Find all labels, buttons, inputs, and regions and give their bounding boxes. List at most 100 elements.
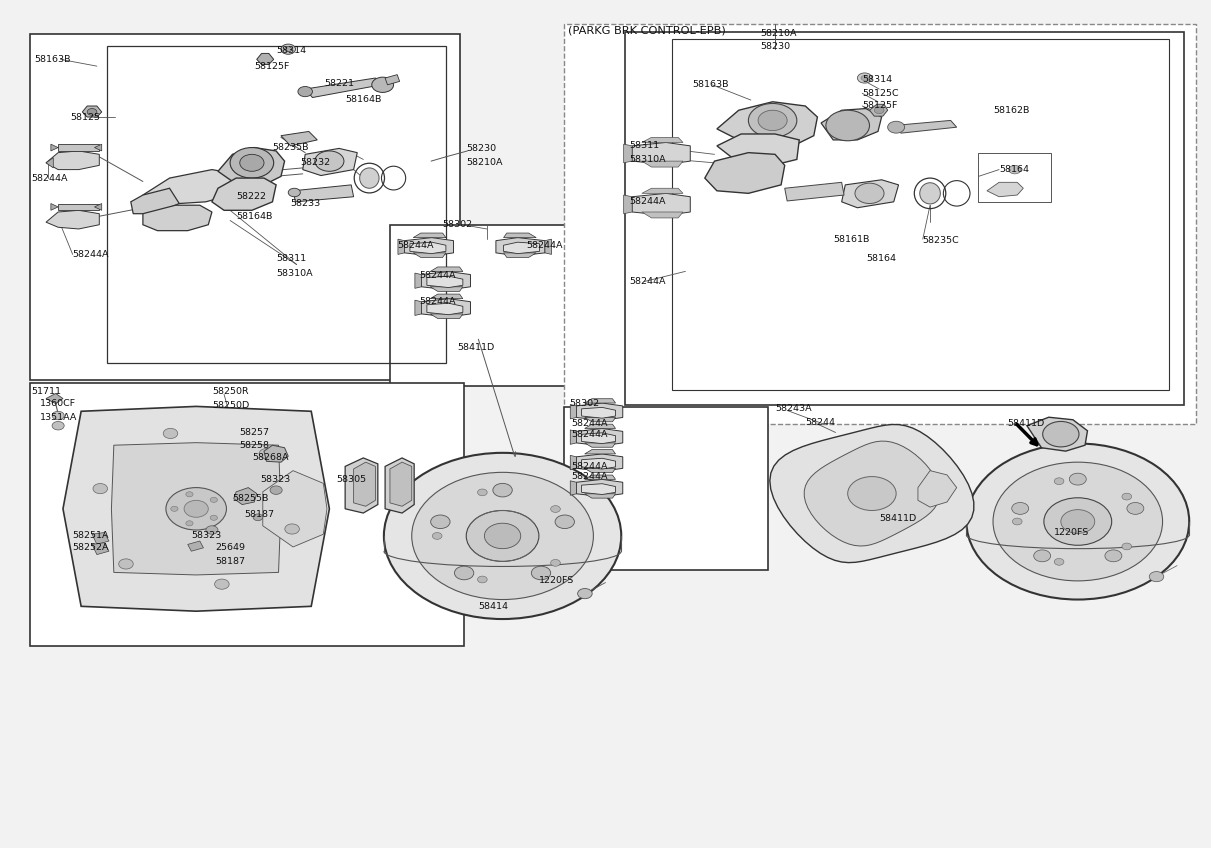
Polygon shape xyxy=(264,445,288,462)
Polygon shape xyxy=(585,468,615,472)
Text: 58164: 58164 xyxy=(866,254,896,263)
Polygon shape xyxy=(413,253,446,258)
Text: 58244A: 58244A xyxy=(572,472,608,481)
Text: 58244A: 58244A xyxy=(572,430,608,438)
Text: 58314: 58314 xyxy=(862,75,893,84)
Polygon shape xyxy=(585,424,615,428)
Polygon shape xyxy=(804,441,940,546)
Text: 58250D: 58250D xyxy=(212,401,249,410)
Circle shape xyxy=(1034,550,1051,561)
Polygon shape xyxy=(143,170,236,204)
Polygon shape xyxy=(426,304,463,315)
Circle shape xyxy=(1069,473,1086,485)
Circle shape xyxy=(412,472,593,600)
Polygon shape xyxy=(842,180,899,208)
Polygon shape xyxy=(585,449,615,454)
Polygon shape xyxy=(305,78,381,98)
Circle shape xyxy=(874,107,884,114)
Polygon shape xyxy=(585,417,615,421)
Circle shape xyxy=(848,477,896,510)
Polygon shape xyxy=(51,144,58,151)
Text: 58258: 58258 xyxy=(240,441,270,449)
Polygon shape xyxy=(143,205,212,231)
Text: 58222: 58222 xyxy=(236,192,266,201)
Bar xyxy=(625,32,1184,405)
Polygon shape xyxy=(576,428,622,446)
Polygon shape xyxy=(642,137,683,142)
Circle shape xyxy=(993,462,1163,581)
Polygon shape xyxy=(497,237,545,256)
Polygon shape xyxy=(987,182,1023,197)
Polygon shape xyxy=(46,393,63,404)
Polygon shape xyxy=(585,475,615,479)
Circle shape xyxy=(1121,543,1131,550)
Polygon shape xyxy=(545,239,551,254)
Text: 58125F: 58125F xyxy=(862,102,897,110)
Circle shape xyxy=(52,421,64,430)
Circle shape xyxy=(372,77,394,92)
Polygon shape xyxy=(303,148,357,176)
Polygon shape xyxy=(421,298,470,317)
Text: 58311: 58311 xyxy=(630,142,660,150)
Text: 58323: 58323 xyxy=(260,476,291,484)
Polygon shape xyxy=(188,541,203,551)
Text: 58310A: 58310A xyxy=(630,155,666,164)
Circle shape xyxy=(1043,421,1079,447)
Text: 58210A: 58210A xyxy=(466,159,503,167)
Circle shape xyxy=(1055,559,1064,566)
Text: 58164B: 58164B xyxy=(236,212,272,220)
Circle shape xyxy=(1149,572,1164,582)
Circle shape xyxy=(466,510,539,561)
Ellipse shape xyxy=(920,182,940,204)
Polygon shape xyxy=(585,399,615,403)
Circle shape xyxy=(1044,498,1112,545)
Polygon shape xyxy=(46,158,53,168)
Polygon shape xyxy=(770,425,974,562)
Circle shape xyxy=(966,444,1189,600)
Circle shape xyxy=(230,148,274,178)
Circle shape xyxy=(1127,503,1144,515)
Text: 58244A: 58244A xyxy=(419,271,455,280)
Circle shape xyxy=(253,514,263,521)
Polygon shape xyxy=(632,193,690,215)
Text: 58244A: 58244A xyxy=(630,198,666,206)
Text: 58164B: 58164B xyxy=(345,95,381,103)
Circle shape xyxy=(1012,518,1022,525)
Polygon shape xyxy=(281,131,317,146)
Text: 58125F: 58125F xyxy=(254,62,289,70)
Polygon shape xyxy=(385,458,414,513)
Circle shape xyxy=(748,103,797,137)
Text: 1351AA: 1351AA xyxy=(40,413,78,421)
Circle shape xyxy=(163,428,178,438)
Text: 58314: 58314 xyxy=(276,47,306,55)
Polygon shape xyxy=(576,479,622,497)
Text: 58268A: 58268A xyxy=(252,454,288,462)
Polygon shape xyxy=(570,430,576,444)
Polygon shape xyxy=(390,462,412,506)
Polygon shape xyxy=(632,142,690,165)
Text: 1360CF: 1360CF xyxy=(40,399,76,408)
Text: 58233: 58233 xyxy=(291,199,321,208)
Circle shape xyxy=(288,188,300,197)
Bar xyxy=(30,34,460,380)
Text: 58411D: 58411D xyxy=(1008,420,1045,428)
Bar xyxy=(564,24,1196,424)
Polygon shape xyxy=(705,153,785,193)
Polygon shape xyxy=(92,533,109,544)
Circle shape xyxy=(758,110,787,131)
Text: 58230: 58230 xyxy=(466,144,497,153)
Circle shape xyxy=(285,524,299,534)
Text: 58221: 58221 xyxy=(325,79,355,87)
Circle shape xyxy=(861,75,868,81)
Text: 58414: 58414 xyxy=(478,602,509,611)
Bar xyxy=(564,407,768,570)
Text: 58305: 58305 xyxy=(337,476,367,484)
Text: 58125C: 58125C xyxy=(862,89,899,98)
Polygon shape xyxy=(409,243,446,254)
Polygon shape xyxy=(404,237,453,256)
Text: 58164: 58164 xyxy=(999,165,1029,174)
Circle shape xyxy=(477,489,487,496)
Polygon shape xyxy=(581,483,615,494)
Text: 58310A: 58310A xyxy=(276,269,312,277)
Polygon shape xyxy=(415,300,421,315)
